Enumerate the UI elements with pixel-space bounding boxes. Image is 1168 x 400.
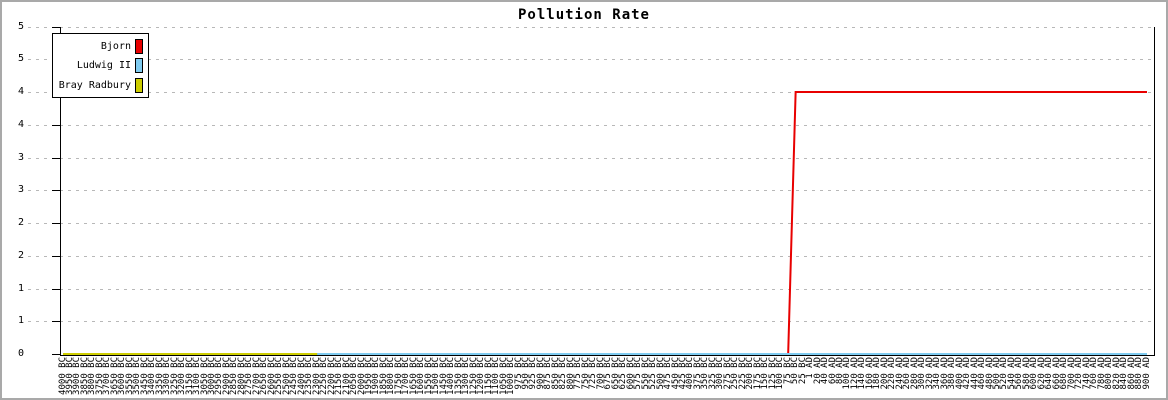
y-tick-label: 5 <box>17 20 24 32</box>
y-tick-label: 0 <box>17 348 24 359</box>
gridline <box>28 59 1152 61</box>
y-axis-line <box>60 27 61 355</box>
y-axis-tick <box>52 157 61 159</box>
y-axis-tick <box>52 354 61 355</box>
gridline <box>28 92 1152 93</box>
legend-item-ludwig-ii: Ludwig II <box>53 58 148 73</box>
gridline <box>28 321 1152 323</box>
y-tick-label: 4 <box>17 118 24 130</box>
gridline <box>28 288 1152 290</box>
plot-right-border <box>1154 27 1155 355</box>
y-axis-tick <box>52 321 61 323</box>
y-tick-label: 2 <box>17 217 24 228</box>
legend-label: Bjorn <box>100 40 131 52</box>
legend-item-bray-radbury: Bray Radbury <box>53 77 148 93</box>
y-tick-label: 1 <box>17 282 24 294</box>
y-axis-tick <box>52 255 61 257</box>
gridline <box>28 124 1152 126</box>
series-line-bjorn <box>63 91 1147 355</box>
gridline <box>28 157 1152 159</box>
legend-swatch-yellow <box>135 77 143 93</box>
y-axis-tick <box>52 288 61 290</box>
legend-swatch-blue <box>135 58 143 73</box>
gridline <box>28 255 1152 257</box>
y-tick-label: 5 <box>17 53 24 65</box>
legend-swatch-red <box>135 38 143 54</box>
legend-item-bjorn: Bjorn <box>53 38 148 54</box>
y-axis-tick <box>52 190 61 192</box>
legend-label: Ludwig II <box>76 60 131 71</box>
legend: Bjorn Ludwig II Bray Radbury <box>52 33 149 98</box>
x-axis-line <box>60 355 1155 356</box>
legend-label: Bray Radbury <box>58 79 131 91</box>
y-axis-tick <box>52 223 61 224</box>
y-tick-label: 3 <box>17 151 24 163</box>
gridline <box>28 223 1152 224</box>
gridline <box>28 26 1152 28</box>
y-axis-tick <box>52 124 61 126</box>
y-tick-label: 1 <box>17 315 24 327</box>
chart-title: Pollution Rate <box>517 7 650 23</box>
y-axis-tick <box>52 26 61 28</box>
y-tick-label: 2 <box>17 249 24 261</box>
gridline <box>28 190 1152 192</box>
y-tick-label: 4 <box>17 86 24 97</box>
y-tick-label: 3 <box>17 184 24 196</box>
